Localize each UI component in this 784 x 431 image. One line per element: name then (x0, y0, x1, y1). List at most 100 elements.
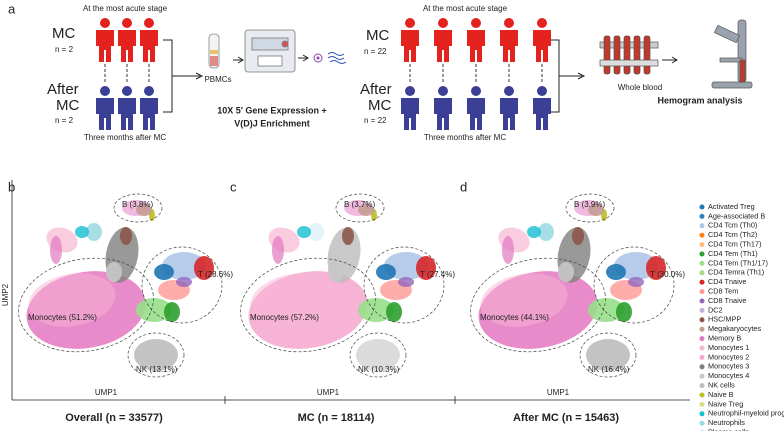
legend-label: HSC/MPP (708, 315, 741, 324)
cluster-label: B (3.7%) (344, 200, 375, 209)
body (533, 30, 551, 62)
cluster-label: T (27.4%) (420, 270, 455, 279)
legend-label: CD8 Tnaive (708, 296, 746, 305)
x-axis-label: UMP1 (317, 388, 340, 397)
cell-cloud (28, 273, 116, 327)
person-icon (434, 86, 452, 130)
body (96, 98, 114, 130)
legend-swatch (699, 401, 705, 407)
cell-cloud (86, 223, 102, 241)
legend-label: CD4 Tcm (Th17) (708, 240, 761, 249)
legend-swatch (699, 270, 705, 276)
legend-label: Plasma cells (708, 428, 749, 431)
cell-cloud (606, 264, 626, 280)
person-icon (533, 86, 551, 130)
legend-label: Naive Treg (708, 399, 743, 408)
cell-cloud (268, 227, 300, 253)
cluster-label: T (30.0%) (650, 270, 685, 279)
brackets (163, 39, 678, 113)
body (401, 30, 419, 62)
legend-label: CD4 Tcm (Th0) (708, 221, 757, 230)
person-icon (467, 18, 485, 62)
cluster-outline (349, 332, 407, 378)
person-icon (401, 86, 419, 130)
cluster-label: NK (10.3%) (358, 365, 400, 374)
cell-cloud (586, 339, 630, 371)
cell-cloud (498, 227, 530, 253)
panel-title: MC (n = 18114) (298, 412, 375, 424)
legend-label: Memory B (708, 334, 741, 343)
legend-swatch (699, 354, 705, 360)
legend-label: Monocytes 1 (708, 343, 749, 352)
cell-cloud (480, 273, 568, 327)
person-icon (434, 18, 452, 62)
cell-cloud (588, 298, 624, 322)
head (100, 18, 110, 28)
method: V(D)J Enrichment (234, 118, 310, 128)
legend-label: Monocytes 3 (708, 362, 749, 371)
legend-swatch (699, 383, 705, 389)
cluster-label: T (28.6%) (198, 270, 233, 279)
method: 10X 5' Gene Expression + (217, 105, 326, 115)
legend-label: NK cells (708, 381, 735, 390)
legend-swatch (699, 336, 705, 342)
blood-tubes-icon (599, 35, 659, 75)
instrument-icon (244, 29, 296, 73)
person-icon (500, 86, 518, 130)
legend-label: Naive B (708, 390, 734, 399)
legend-label: CD8 Tem (708, 287, 738, 296)
cell-cloud (572, 227, 584, 245)
legend-label: Activated Treg (708, 202, 755, 211)
body (467, 98, 485, 130)
cluster-outline (127, 332, 185, 378)
legend-label: CD4 Tcm (Th2) (708, 230, 757, 239)
head (100, 86, 110, 96)
legend-swatch (699, 326, 705, 332)
note: Three months after MC (84, 133, 166, 142)
person-icon (96, 18, 114, 62)
cell-cloud (646, 256, 666, 280)
legend-swatch (699, 307, 705, 313)
cluster-outline (565, 193, 615, 223)
legend-swatch (699, 232, 705, 238)
x-axis-label: UMP1 (95, 388, 118, 397)
head (122, 86, 132, 96)
cluster-label: Monocytes (51.2%) (28, 313, 97, 322)
note: At the most acute stage (423, 4, 508, 13)
cluster-outline (141, 246, 223, 324)
head (471, 86, 481, 96)
cluster-label: B (3.8%) (122, 200, 153, 209)
head (122, 18, 132, 28)
panel-label: d (460, 179, 467, 194)
method: Hemogram analysis (657, 95, 742, 105)
cluster-outline (18, 257, 154, 353)
group-n: n = 2 (55, 45, 74, 54)
cell-cloud (588, 204, 604, 216)
person-icon (533, 18, 551, 62)
body (118, 98, 136, 130)
cluster-label: Monocytes (57.2%) (250, 313, 319, 322)
cell-cloud (297, 226, 311, 238)
cell-cloud (328, 262, 344, 282)
group-n: n = 22 (364, 47, 387, 56)
person-icon (140, 86, 158, 130)
person-icon (401, 18, 419, 62)
cell-cloud (194, 256, 214, 280)
cell-cloud (538, 223, 554, 241)
legend-label: CD4 Tem (Th1/17) (708, 258, 768, 267)
body (434, 98, 452, 130)
legend-label: Monocytes 2 (708, 352, 749, 361)
cell-cloud (628, 277, 644, 287)
person-icon (118, 18, 136, 62)
head (144, 86, 154, 96)
cluster-label: Monocytes (44.1%) (480, 313, 549, 322)
body (434, 30, 452, 62)
group-name: After (47, 81, 79, 98)
cell-cloud (416, 256, 436, 280)
legend-swatch (699, 289, 705, 295)
cell-cloud (75, 226, 89, 238)
legend-swatch (699, 242, 705, 248)
person-icon (96, 86, 114, 130)
tube-icon (208, 33, 220, 69)
